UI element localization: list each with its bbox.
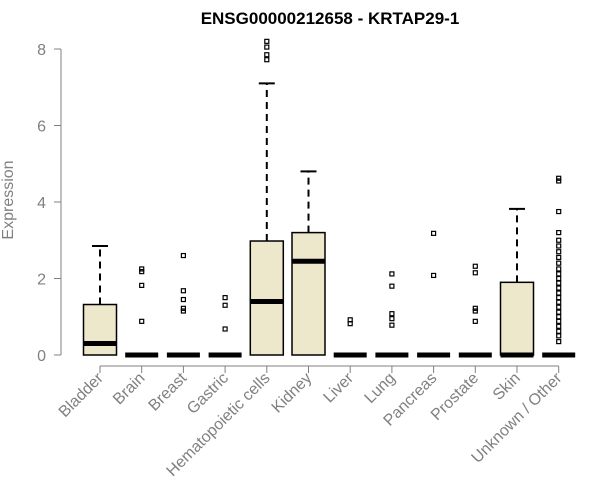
box-breast (166, 252, 200, 358)
outlier-point (556, 275, 562, 282)
box-rect (291, 231, 326, 356)
outlier-point (556, 309, 562, 315)
box-pancreas (417, 230, 451, 358)
outlier-point (139, 282, 145, 288)
outlier-point (139, 269, 145, 275)
x-tick-label: Lung (362, 370, 399, 407)
outlier-point (222, 302, 228, 308)
outlier-point (556, 237, 562, 243)
outlier-point (556, 323, 562, 329)
outlier-point (389, 311, 395, 317)
outlier-point (556, 304, 562, 310)
outlier-point (556, 208, 562, 215)
outlier-point (556, 266, 562, 272)
outlier-point (264, 38, 270, 44)
x-tick-label: Skin (490, 370, 524, 404)
box-bladder (82, 244, 118, 356)
outlier-point (556, 271, 562, 277)
outlier-point (556, 333, 562, 339)
boxes-group (82, 38, 576, 358)
box-gastric (208, 295, 242, 358)
outlier-point (389, 271, 395, 277)
y-tick-label: 0 (37, 348, 46, 365)
outlier-point (347, 317, 353, 323)
box-brain (125, 266, 159, 358)
outlier-point (264, 52, 270, 58)
outlier-point (556, 280, 562, 286)
outlier-point (556, 328, 562, 334)
outlier-point (264, 57, 270, 63)
y-tick-label: 8 (37, 42, 46, 59)
box-rect (499, 281, 535, 356)
x-tick-label: Kidney (269, 370, 316, 417)
outlier-point (222, 326, 228, 332)
y-tick-label: 4 (37, 195, 46, 212)
outlier-point (472, 305, 478, 311)
x-tick-label: Breast (146, 369, 191, 414)
y-tick-label: 6 (37, 119, 46, 136)
outlier-point (180, 296, 186, 303)
outlier-point (556, 249, 562, 255)
outlier-point (556, 254, 562, 261)
outlier-point (472, 318, 478, 324)
outlier-point (472, 308, 478, 314)
outlier-point (556, 339, 562, 345)
outlier-point (556, 243, 562, 249)
box-rect (249, 240, 285, 356)
x-tick-label: Brain (110, 370, 148, 408)
outlier-point (556, 290, 562, 296)
outlier-point (556, 285, 562, 291)
outlier-point (556, 260, 562, 266)
outlier-point (556, 178, 562, 184)
outlier-point (472, 263, 478, 269)
box-unknown-other (542, 175, 576, 358)
outlier-point (431, 272, 437, 279)
outlier-point (389, 322, 395, 328)
box-liver (333, 317, 367, 358)
y-axis: 0 2 4 6 8 (37, 42, 62, 365)
box-prostate (458, 263, 492, 358)
outlier-point (556, 230, 562, 236)
x-tick-label: Bladder (56, 369, 107, 420)
outlier-point (139, 318, 145, 324)
outlier-point (472, 270, 478, 276)
box-kidney (291, 170, 326, 356)
outlier-point (180, 308, 186, 314)
outlier-point (222, 295, 228, 301)
outlier-point (264, 44, 270, 50)
chart-title: ENSG00000212658 - KRTAP29-1 (201, 9, 460, 28)
x-tick-label: Liver (320, 369, 357, 406)
outlier-point (180, 288, 186, 294)
y-tick-label: 2 (37, 272, 46, 289)
outlier-point (180, 252, 186, 259)
box-hematopoietic-cells (249, 38, 285, 356)
outlier-point (389, 316, 395, 322)
outlier-point (556, 175, 562, 181)
outlier-point (556, 299, 562, 305)
outlier-point (556, 318, 562, 324)
outlier-point (556, 295, 562, 301)
outlier-point (180, 305, 186, 311)
outlier-point (431, 230, 437, 236)
box-rect (82, 303, 118, 356)
outlier-point (139, 266, 145, 272)
box-lung (375, 271, 409, 358)
box-skin (499, 207, 535, 358)
outlier-point (556, 314, 562, 320)
y-axis-label: Expression (0, 160, 17, 239)
outlier-point (389, 283, 395, 289)
